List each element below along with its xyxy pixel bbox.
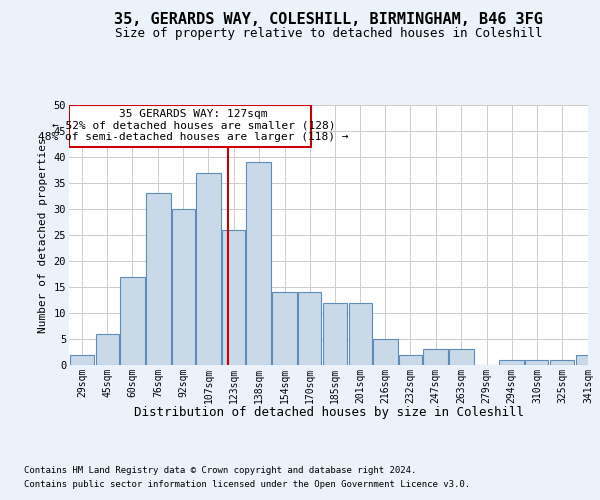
Text: Contains HM Land Registry data © Crown copyright and database right 2024.: Contains HM Land Registry data © Crown c… <box>24 466 416 475</box>
Bar <box>373 339 398 365</box>
Bar <box>423 350 448 365</box>
Bar <box>575 354 600 365</box>
Text: Size of property relative to detached houses in Coleshill: Size of property relative to detached ho… <box>115 28 542 40</box>
Bar <box>349 302 371 365</box>
Text: ← 52% of detached houses are smaller (128): ← 52% of detached houses are smaller (12… <box>52 121 335 131</box>
Bar <box>449 350 474 365</box>
Bar <box>247 162 271 365</box>
Bar <box>95 334 119 365</box>
Y-axis label: Number of detached properties: Number of detached properties <box>38 137 48 333</box>
Bar <box>146 194 170 365</box>
Bar <box>120 276 145 365</box>
Bar <box>323 302 347 365</box>
Text: 35, GERARDS WAY, COLESHILL, BIRMINGHAM, B46 3FG: 35, GERARDS WAY, COLESHILL, BIRMINGHAM, … <box>115 12 543 28</box>
Bar <box>272 292 297 365</box>
Bar <box>550 360 574 365</box>
Text: 35 GERARDS WAY: 127sqm: 35 GERARDS WAY: 127sqm <box>119 110 268 120</box>
FancyBboxPatch shape <box>70 105 311 146</box>
Bar <box>499 360 524 365</box>
Bar <box>70 354 94 365</box>
Bar <box>298 292 322 365</box>
Bar <box>196 172 221 365</box>
Text: 48% of semi-detached houses are larger (118) →: 48% of semi-detached houses are larger (… <box>38 132 349 142</box>
Bar <box>526 360 548 365</box>
Text: Distribution of detached houses by size in Coleshill: Distribution of detached houses by size … <box>134 406 524 419</box>
Bar <box>399 354 422 365</box>
Bar <box>222 230 245 365</box>
Text: Contains public sector information licensed under the Open Government Licence v3: Contains public sector information licen… <box>24 480 470 489</box>
Bar <box>172 209 195 365</box>
